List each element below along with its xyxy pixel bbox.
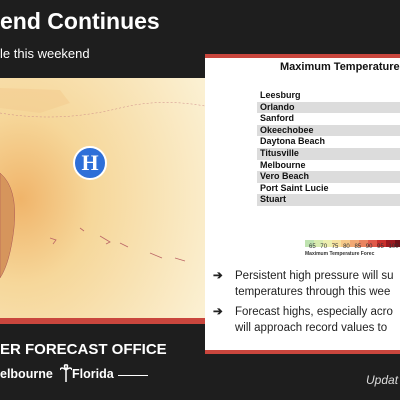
title: end Continues: [0, 8, 160, 34]
legend-tick: 90: [365, 244, 373, 250]
legend-swatch: [395, 240, 400, 247]
city-row: Orlando: [257, 101, 400, 114]
bullet: ➔ Persistent high pressure will su tempera…: [213, 268, 400, 300]
bullet-text: Forecast highs, especially acro: [235, 306, 393, 318]
legend-swatch: [341, 240, 350, 247]
legend-tick: 80: [343, 244, 350, 250]
legend-swatch: [305, 240, 314, 247]
legend-tick: 95: [377, 244, 384, 250]
legend-bar: [305, 234, 400, 252]
legend-caption: Maximum Temperature Forec: [305, 251, 375, 257]
arrow: ➔: [213, 306, 223, 318]
bullet: ➔ Forecast highs, especially acro will app…: [213, 304, 400, 336]
legend-swatch: [350, 240, 359, 247]
map: H: [0, 78, 205, 320]
bullet-text: Persistent high pressure will su: [235, 270, 394, 282]
legend-swatch: [323, 240, 332, 247]
rule: [118, 375, 148, 376]
city-row: Daytona Beach: [260, 136, 326, 147]
legend-tick: 75: [331, 244, 339, 250]
subtitle: le this weekend: [0, 46, 90, 61]
legend-ticks: 65 70 75 80 85 90 95 100: [309, 244, 399, 250]
legend-swatch: [332, 240, 341, 247]
bullet-text: temperatures through this wee: [235, 286, 391, 298]
accent-band: [0, 318, 205, 324]
info-panel: Maximum Temperature ( Leesburg Orlando San…: [205, 54, 400, 354]
palm-icon: [60, 364, 72, 382]
legend-tick: 70: [320, 244, 328, 250]
bullet-line: ➔ Forecast highs, especially acro: [213, 304, 400, 320]
city-row: Stuart: [257, 194, 400, 206]
city-row: Sanford: [260, 113, 295, 124]
bullet-line: ➔ Persistent high pressure will su: [213, 268, 400, 284]
legend-tick: 85: [354, 244, 362, 250]
bullet-text: will approach record values to: [235, 322, 388, 334]
legend-swatch: [368, 240, 377, 247]
bullet-line: temperatures through this wee: [213, 284, 400, 300]
city-row: Titusville: [257, 147, 400, 160]
updated: Updat: [366, 373, 399, 387]
city-row: Melbourne: [260, 159, 306, 170]
arrow: ➔: [213, 270, 223, 282]
high-pressure-marker: H: [81, 150, 98, 175]
panel-title: Maximum Temperature (: [280, 61, 400, 73]
city-row: Vero Beach: [257, 171, 400, 183]
office-state: Florida: [72, 367, 114, 381]
legend-swatch: [314, 240, 323, 247]
legend-tick: 65: [309, 244, 316, 250]
legend-swatch: [386, 240, 395, 247]
bullet-line: will approach record values to: [213, 320, 400, 336]
legend-swatch: [377, 240, 386, 247]
office-name: ER FORECAST OFFICE: [0, 341, 167, 358]
city-row: Leesburg: [260, 90, 301, 100]
legend-tick: 100: [388, 244, 399, 250]
office-city: elbourne: [0, 367, 53, 381]
city-row: Okeechobee: [257, 124, 400, 137]
city-table: Leesburg Orlando Sanford Okeechobee Daytona …: [257, 90, 400, 206]
city-row: Port Saint Lucie: [260, 182, 329, 193]
legend-swatch: [359, 240, 368, 247]
